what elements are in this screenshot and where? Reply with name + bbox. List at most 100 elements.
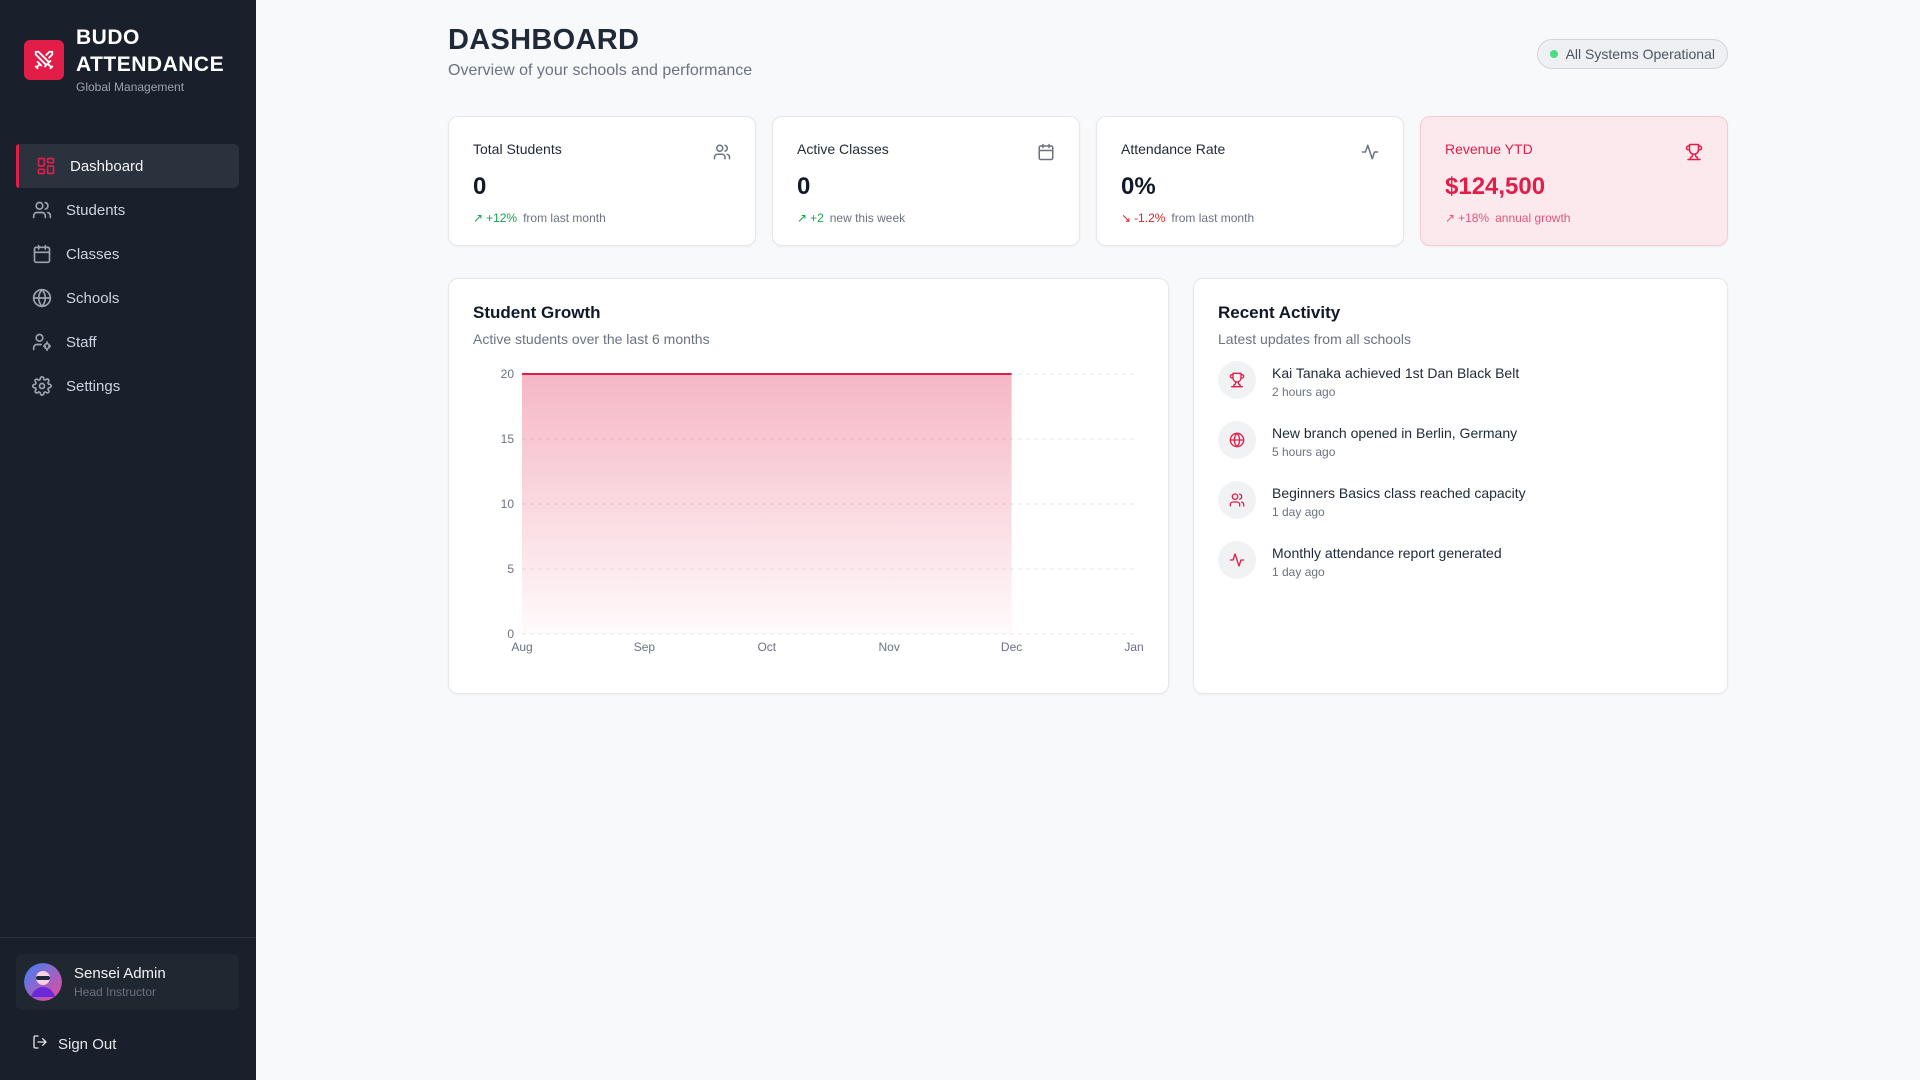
activity-item: Kai Tanaka achieved 1st Dan Black Belt 2… [1218, 361, 1703, 421]
sidebar-item-label: Settings [66, 377, 121, 395]
recent-activity-panel: Recent Activity Latest updates from all … [1193, 278, 1728, 694]
x-tick-label: Aug [511, 640, 532, 654]
stat-card-revenue-ytd: Revenue YTD $124,500 ↗ +18% annual growt… [1420, 116, 1728, 246]
sidebar-item-schools[interactable]: Schools [16, 276, 239, 320]
activity-time: 2 hours ago [1272, 385, 1336, 399]
activity-item: Beginners Basics class reached capacity … [1218, 481, 1703, 541]
x-tick-label: Jan [1124, 640, 1143, 654]
user-cog-icon [32, 332, 52, 352]
sidebar-item-settings[interactable]: Settings [16, 364, 239, 408]
stat-change: ↗ +12% from last month [473, 211, 731, 225]
sign-out-label: Sign Out [58, 1035, 117, 1053]
avatar [24, 963, 62, 1001]
stat-value: 0% [1121, 173, 1156, 200]
student-growth-chart: 0 5 10 15 20 Aug Sep Oct Nov Dec Jan [501, 367, 1144, 654]
sidebar-item-dashboard[interactable]: Dashboard [16, 144, 239, 188]
sidebar-divider [0, 937, 256, 938]
stat-change-text: new this week [829, 211, 906, 225]
stat-card-total-students: Total Students 0 ↗ +12% from last month [448, 116, 756, 246]
brand: BUDO ATTENDANCE Global Management [24, 24, 226, 94]
y-tick-label: 10 [501, 497, 515, 511]
stat-change-text: from last month [523, 211, 606, 225]
users-icon [1218, 481, 1256, 519]
sidebar-item-label: Schools [66, 289, 120, 307]
sidebar-item-label: Students [66, 201, 126, 219]
sidebar-item-classes[interactable]: Classes [16, 232, 239, 276]
brand-title: BUDO ATTENDANCE [76, 26, 225, 76]
y-tick-label: 20 [501, 367, 515, 381]
x-tick-label: Sep [634, 640, 656, 654]
calendar-icon [32, 244, 52, 264]
activity-text: Kai Tanaka achieved 1st Dan Black Belt [1272, 365, 1520, 381]
stat-label: Attendance Rate [1121, 141, 1226, 157]
activity-icon [1361, 143, 1379, 161]
arrow-down-right-icon: ↘ [1121, 211, 1132, 225]
stat-change-value: +2 [810, 211, 824, 225]
globe-icon [32, 288, 52, 308]
stat-label: Total Students [473, 141, 562, 157]
sidebar-item-label: Classes [66, 245, 120, 263]
series-area [522, 374, 1012, 634]
panel-subtitle: Active students over the last 6 months [473, 331, 710, 347]
crossed-swords-icon [24, 40, 64, 80]
y-tick-label: 0 [507, 627, 514, 641]
brand-subtitle: Global Management [76, 80, 185, 94]
x-tick-label: Dec [1001, 640, 1022, 654]
calendar-icon [1037, 143, 1055, 161]
y-tick-label: 15 [501, 432, 515, 446]
stat-change: ↗ +18% annual growth [1445, 211, 1703, 225]
page-title: DASHBOARD [448, 24, 640, 56]
globe-icon [1218, 421, 1256, 459]
stat-value: 0 [473, 173, 487, 200]
users-icon [32, 200, 52, 220]
arrow-up-right-icon: ↗ [797, 211, 808, 225]
activity-time: 5 hours ago [1272, 445, 1336, 459]
y-tick-label: 5 [507, 562, 514, 576]
sidebar-item-students[interactable]: Students [16, 188, 239, 232]
trophy-icon [1218, 361, 1256, 399]
activity-text: Monthly attendance report generated [1272, 545, 1502, 561]
x-tick-label: Nov [879, 640, 900, 654]
stat-change-value: +18% [1458, 211, 1490, 225]
arrow-up-right-icon: ↗ [473, 211, 484, 225]
activity-icon [1218, 541, 1256, 579]
stat-value: 0 [797, 173, 811, 200]
trophy-icon [1685, 143, 1703, 161]
stat-label: Active Classes [797, 141, 889, 157]
stat-change: ↗ +2 new this week [797, 211, 1055, 225]
sidebar-item-staff[interactable]: Staff [16, 320, 239, 364]
activity-item: New branch opened in Berlin, Germany 5 h… [1218, 421, 1703, 481]
panel-subtitle: Latest updates from all schools [1218, 331, 1411, 347]
stat-card-attendance-rate: Attendance Rate 0% ↘ -1.2% from last mon… [1096, 116, 1404, 246]
activity-text: New branch opened in Berlin, Germany [1272, 425, 1518, 441]
stat-change-text: from last month [1171, 211, 1255, 225]
x-tick-label: Oct [757, 640, 776, 654]
stat-change: ↘ -1.2% from last month [1121, 211, 1379, 225]
stat-change-value: +12% [486, 211, 518, 225]
stat-change-text: annual growth [1495, 211, 1571, 225]
gear-icon [32, 376, 52, 396]
page-subtitle: Overview of your schools and performance [448, 62, 753, 79]
activity-list: Kai Tanaka achieved 1st Dan Black Belt 2… [1218, 361, 1703, 601]
activity-item: Monthly attendance report generated 1 da… [1218, 541, 1703, 601]
status-dot-icon [1549, 50, 1558, 58]
panel-title: Recent Activity [1218, 303, 1341, 322]
sidebar: BUDO ATTENDANCE Global Management Dashbo… [0, 0, 256, 1080]
arrow-up-right-icon: ↗ [1445, 211, 1456, 225]
status-badge: All Systems Operational [1536, 39, 1728, 69]
panel-title: Student Growth [473, 303, 601, 322]
user-name: Sensei Admin [74, 965, 166, 982]
activity-time: 1 day ago [1272, 505, 1325, 519]
user-role: Head Instructor [74, 985, 157, 999]
user-profile-card[interactable]: Sensei Admin Head Instructor [16, 954, 239, 1010]
users-icon [713, 143, 731, 161]
sign-out-button[interactable]: Sign Out [32, 1034, 116, 1054]
activity-time: 1 day ago [1272, 565, 1325, 579]
stat-value: $124,500 [1445, 173, 1546, 200]
status-text: All Systems Operational [1565, 46, 1715, 62]
sidebar-item-label: Dashboard [70, 157, 144, 175]
sidebar-nav: Dashboard Students Classes Schools Staff [16, 144, 239, 408]
sidebar-item-label: Staff [66, 333, 97, 351]
activity-text: Beginners Basics class reached capacity [1272, 485, 1526, 501]
log-out-icon [32, 1034, 48, 1054]
